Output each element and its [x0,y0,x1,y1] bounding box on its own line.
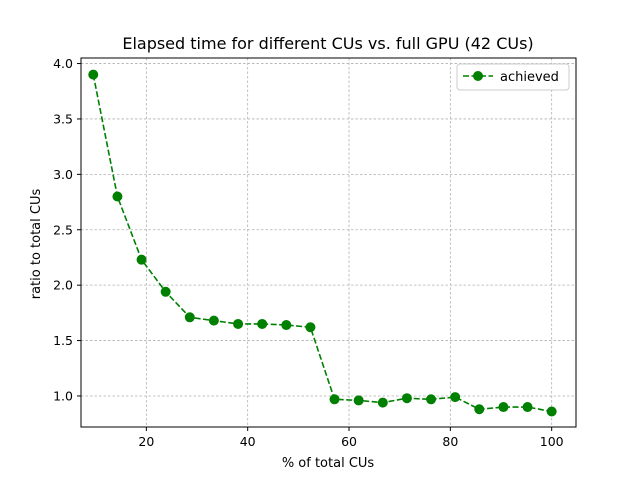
data-point [281,320,292,331]
data-point [305,322,316,333]
legend-box [456,63,570,91]
data-point [329,394,340,405]
data-point [450,392,461,403]
x-tick-label: 20 [138,434,154,449]
chart-title: Elapsed time for different CUs vs. full … [122,34,533,53]
data-point [353,395,364,406]
data-point [184,312,195,323]
plot-frame [80,57,577,428]
data-point [233,318,244,329]
y-tick-label: 3.0 [53,167,73,182]
data-point [257,318,268,329]
legend-label: achieved [500,70,559,85]
y-tick-label: 4.0 [53,56,73,71]
y-tick-label: 2.0 [53,278,73,293]
data-point [136,254,147,265]
data-point [88,69,99,80]
y-tick-label: 1.5 [53,333,73,348]
data-point [474,404,485,415]
y-axis-label: ratio to total CUs [29,189,44,300]
x-tick-label: 80 [442,434,458,449]
data-point [160,286,171,297]
data-point [208,315,219,326]
x-tick-label: 40 [240,434,256,449]
y-tick-label: 3.5 [53,111,73,126]
axis-ticks: 20 40 60 80 100 1.0 1.5 2.0 2.5 3.0 3.5 4.0 [53,56,564,449]
x-tick-label: 60 [341,434,357,449]
data-point [546,406,557,417]
x-tick-label: 100 [540,434,564,449]
legend-marker-swatch [473,71,483,81]
x-axis-label: % of total CUs [282,456,375,471]
y-tick-label: 2.5 [53,222,73,237]
data-point [401,393,412,404]
grid [81,58,576,427]
y-tick-label: 1.0 [53,388,73,403]
series-layer [88,69,557,417]
data-point [498,402,509,413]
data-point [426,394,437,405]
data-point [377,397,388,408]
data-point [522,402,533,413]
data-point [112,191,123,202]
legend: achieved [456,63,570,91]
